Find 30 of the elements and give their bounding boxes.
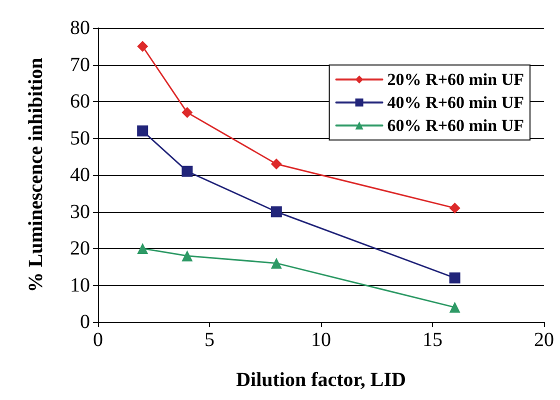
- point: [182, 166, 193, 177]
- legend-label: 40% R+60 min UF: [387, 93, 524, 112]
- point: [449, 202, 460, 214]
- y-tick-label: 20: [70, 238, 90, 260]
- point: [137, 40, 148, 52]
- x-tick-label: 10: [311, 329, 331, 351]
- y-axis-title: % Luminescence inhibition: [25, 58, 47, 292]
- point: [270, 258, 282, 269]
- y-tick-label: 50: [70, 127, 90, 150]
- y-tick-label: 60: [70, 90, 90, 112]
- legend-label: 60% R+60 min UF: [387, 116, 524, 135]
- x-axis-title: Dilution factor, LID: [236, 369, 406, 391]
- point: [182, 107, 193, 118]
- y-tick-label: 80: [70, 17, 90, 39]
- x-tick-label: 15: [422, 329, 442, 351]
- point: [137, 125, 148, 136]
- y-tick-label: 70: [70, 54, 90, 76]
- legend-label: 20% R+60 min UF: [387, 70, 524, 89]
- point: [137, 243, 148, 254]
- point: [449, 272, 460, 284]
- x-tick-label: 5: [204, 329, 214, 351]
- point: [182, 250, 193, 262]
- y-tick-label: 10: [70, 274, 90, 296]
- y-tick-label: 30: [70, 200, 90, 223]
- point: [270, 158, 282, 170]
- point: [449, 302, 460, 313]
- x-tick-label: 20: [534, 329, 554, 351]
- point: [270, 206, 282, 218]
- y-tick-label: 0: [80, 311, 90, 333]
- y-tick-label: 40: [70, 164, 90, 186]
